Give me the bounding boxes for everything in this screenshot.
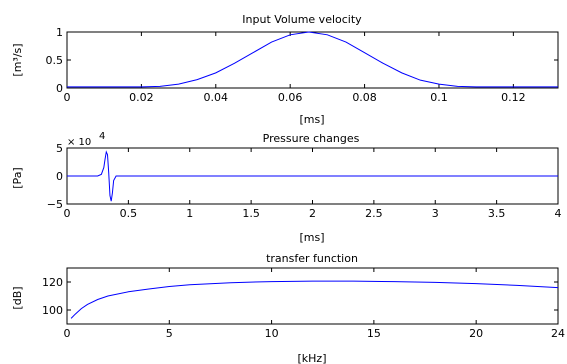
- plot2-xtick-label: 3.5: [488, 207, 506, 220]
- plot3-xtick-label: 20: [469, 327, 483, 340]
- plot2-marks: 0 0.5 1 1.5 2 2.5 3 3.5 4−505: [47, 142, 562, 220]
- plot2-xtick-label: 4: [555, 207, 562, 220]
- plot1-ylabel: [m³/s]: [11, 43, 24, 76]
- plot2-xtick-label: 1: [186, 207, 193, 220]
- plot2-xlabel: [ms]: [299, 231, 324, 244]
- subplot-input-volume-velocity: Input Volume velocity 0 0.02 0.04 0.06 0.08 0…: [11, 13, 559, 126]
- plot3-title: transfer function: [266, 252, 358, 265]
- plot1-title: Input Volume velocity: [242, 13, 362, 26]
- plot2-xtick-label: 2: [309, 207, 316, 220]
- plot1-ytick-label: 1: [56, 26, 63, 39]
- plot3-marks: 0 5 10 15 20 24 100 120: [42, 268, 565, 340]
- plot3-series-line: [70, 280, 559, 319]
- plot1-xtick-label: 0.02: [129, 91, 154, 104]
- plot2-xtick-label: 0: [64, 207, 71, 220]
- plot3-xtick-label: 15: [367, 327, 381, 340]
- plot3-ylabel: [dB]: [11, 286, 24, 309]
- plot2-ytick-label: 0: [56, 170, 63, 183]
- plot2-series-line: [67, 150, 558, 202]
- plot2-ytick-label: −5: [47, 198, 63, 211]
- plot1-xtick-label: 0.04: [204, 91, 229, 104]
- plot1-xtick-label: 0: [64, 91, 71, 104]
- plot1-xlabel: [ms]: [299, 113, 324, 126]
- plot2-xtick-label: 2.5: [365, 207, 383, 220]
- plot2-xtick-label: 0.5: [120, 207, 138, 220]
- plot1-xtick-label: 0.1: [430, 91, 448, 104]
- plot2-exponent-base: × 10: [67, 137, 91, 148]
- plot3-xlabel: [kHz]: [298, 352, 327, 364]
- plot3-xtick-label: 5: [166, 327, 173, 340]
- plot2-ylabel: [Pa]: [11, 167, 24, 188]
- plot3-ytick-label: 100: [42, 304, 63, 317]
- plot1-axes: [66, 31, 559, 89]
- plot3-ytick-label: 120: [42, 276, 63, 289]
- plot1-series-line: [67, 31, 558, 88]
- plot3-xtick-label: 0: [64, 327, 71, 340]
- plot2-xtick-label: 1.5: [242, 207, 260, 220]
- plot3-xtick-label: 24: [551, 327, 565, 340]
- plot2-exponent: 4: [99, 131, 105, 142]
- subplot-pressure-changes: Pressure changes × 10 4 0 0.5 1 1.5 2 2.5 3 3.5…: [11, 131, 562, 244]
- plot1-ytick-label: 0.5: [46, 54, 64, 67]
- plot3-axes: [66, 267, 559, 325]
- plot2-title: Pressure changes: [263, 132, 360, 145]
- plot1-xtick-label: 0.06: [278, 91, 303, 104]
- plot2-ytick-label: 5: [56, 142, 63, 155]
- plot1-marks: 0 0.02 0.04 0.06 0.08 0.1 0.12 0 0.5 1: [46, 26, 558, 104]
- plot3-xtick-label: 10: [265, 327, 279, 340]
- subplot-transfer-function: transfer function 0 5 10 15 20 24 100 120 [kHz]…: [11, 252, 565, 364]
- plot1-xtick-label: 0.08: [352, 91, 377, 104]
- plot2-xtick-label: 3: [432, 207, 439, 220]
- plot1-ytick-label: 0: [56, 82, 63, 95]
- plot1-xtick-label: 0.12: [501, 91, 526, 104]
